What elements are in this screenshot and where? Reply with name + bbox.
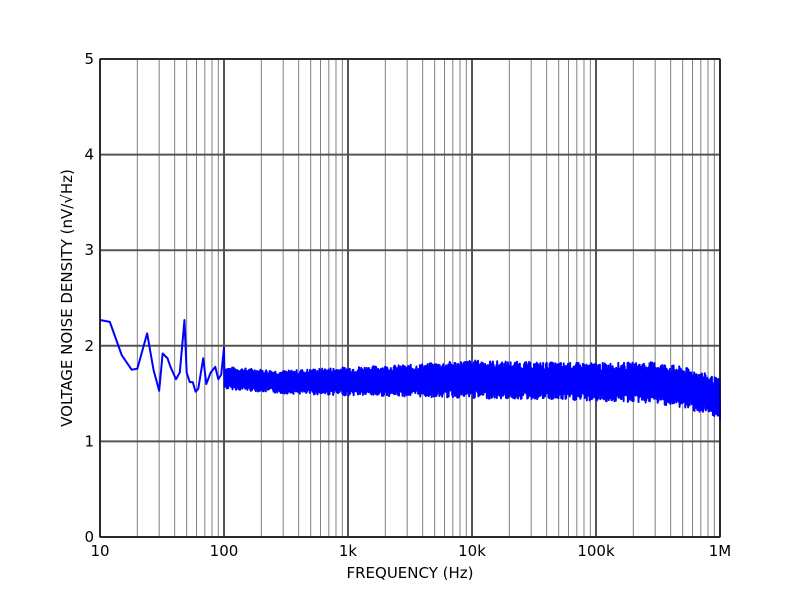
plot-frame <box>99 58 721 538</box>
y-tick-label: 4 <box>84 146 94 164</box>
y-tick-label: 0 <box>84 528 94 546</box>
plot-lines <box>99 318 721 421</box>
x-tick-label: 100k <box>577 542 615 560</box>
x-tick-label: 10k <box>458 542 486 560</box>
y-tick-label: 1 <box>84 432 94 450</box>
x-axis-label: FREQUENCY (Hz) <box>346 564 473 582</box>
y-tick-label: 5 <box>84 50 94 68</box>
tick-labels: 10 100 1k 10k 100k 1M 0 1 2 3 4 5 <box>84 50 731 560</box>
y-tick-label: 3 <box>84 241 94 259</box>
noise-density-line <box>99 318 721 421</box>
y-tick-label: 2 <box>84 337 94 355</box>
grid <box>99 58 721 538</box>
x-tick-label: 100 <box>210 542 239 560</box>
x-tick-label: 1M <box>709 542 732 560</box>
y-axis-label: VOLTAGE NOISE DENSITY (nV/√Hz) <box>58 169 76 427</box>
x-tick-label: 1k <box>339 542 358 560</box>
x-tick-label: 10 <box>90 542 109 560</box>
